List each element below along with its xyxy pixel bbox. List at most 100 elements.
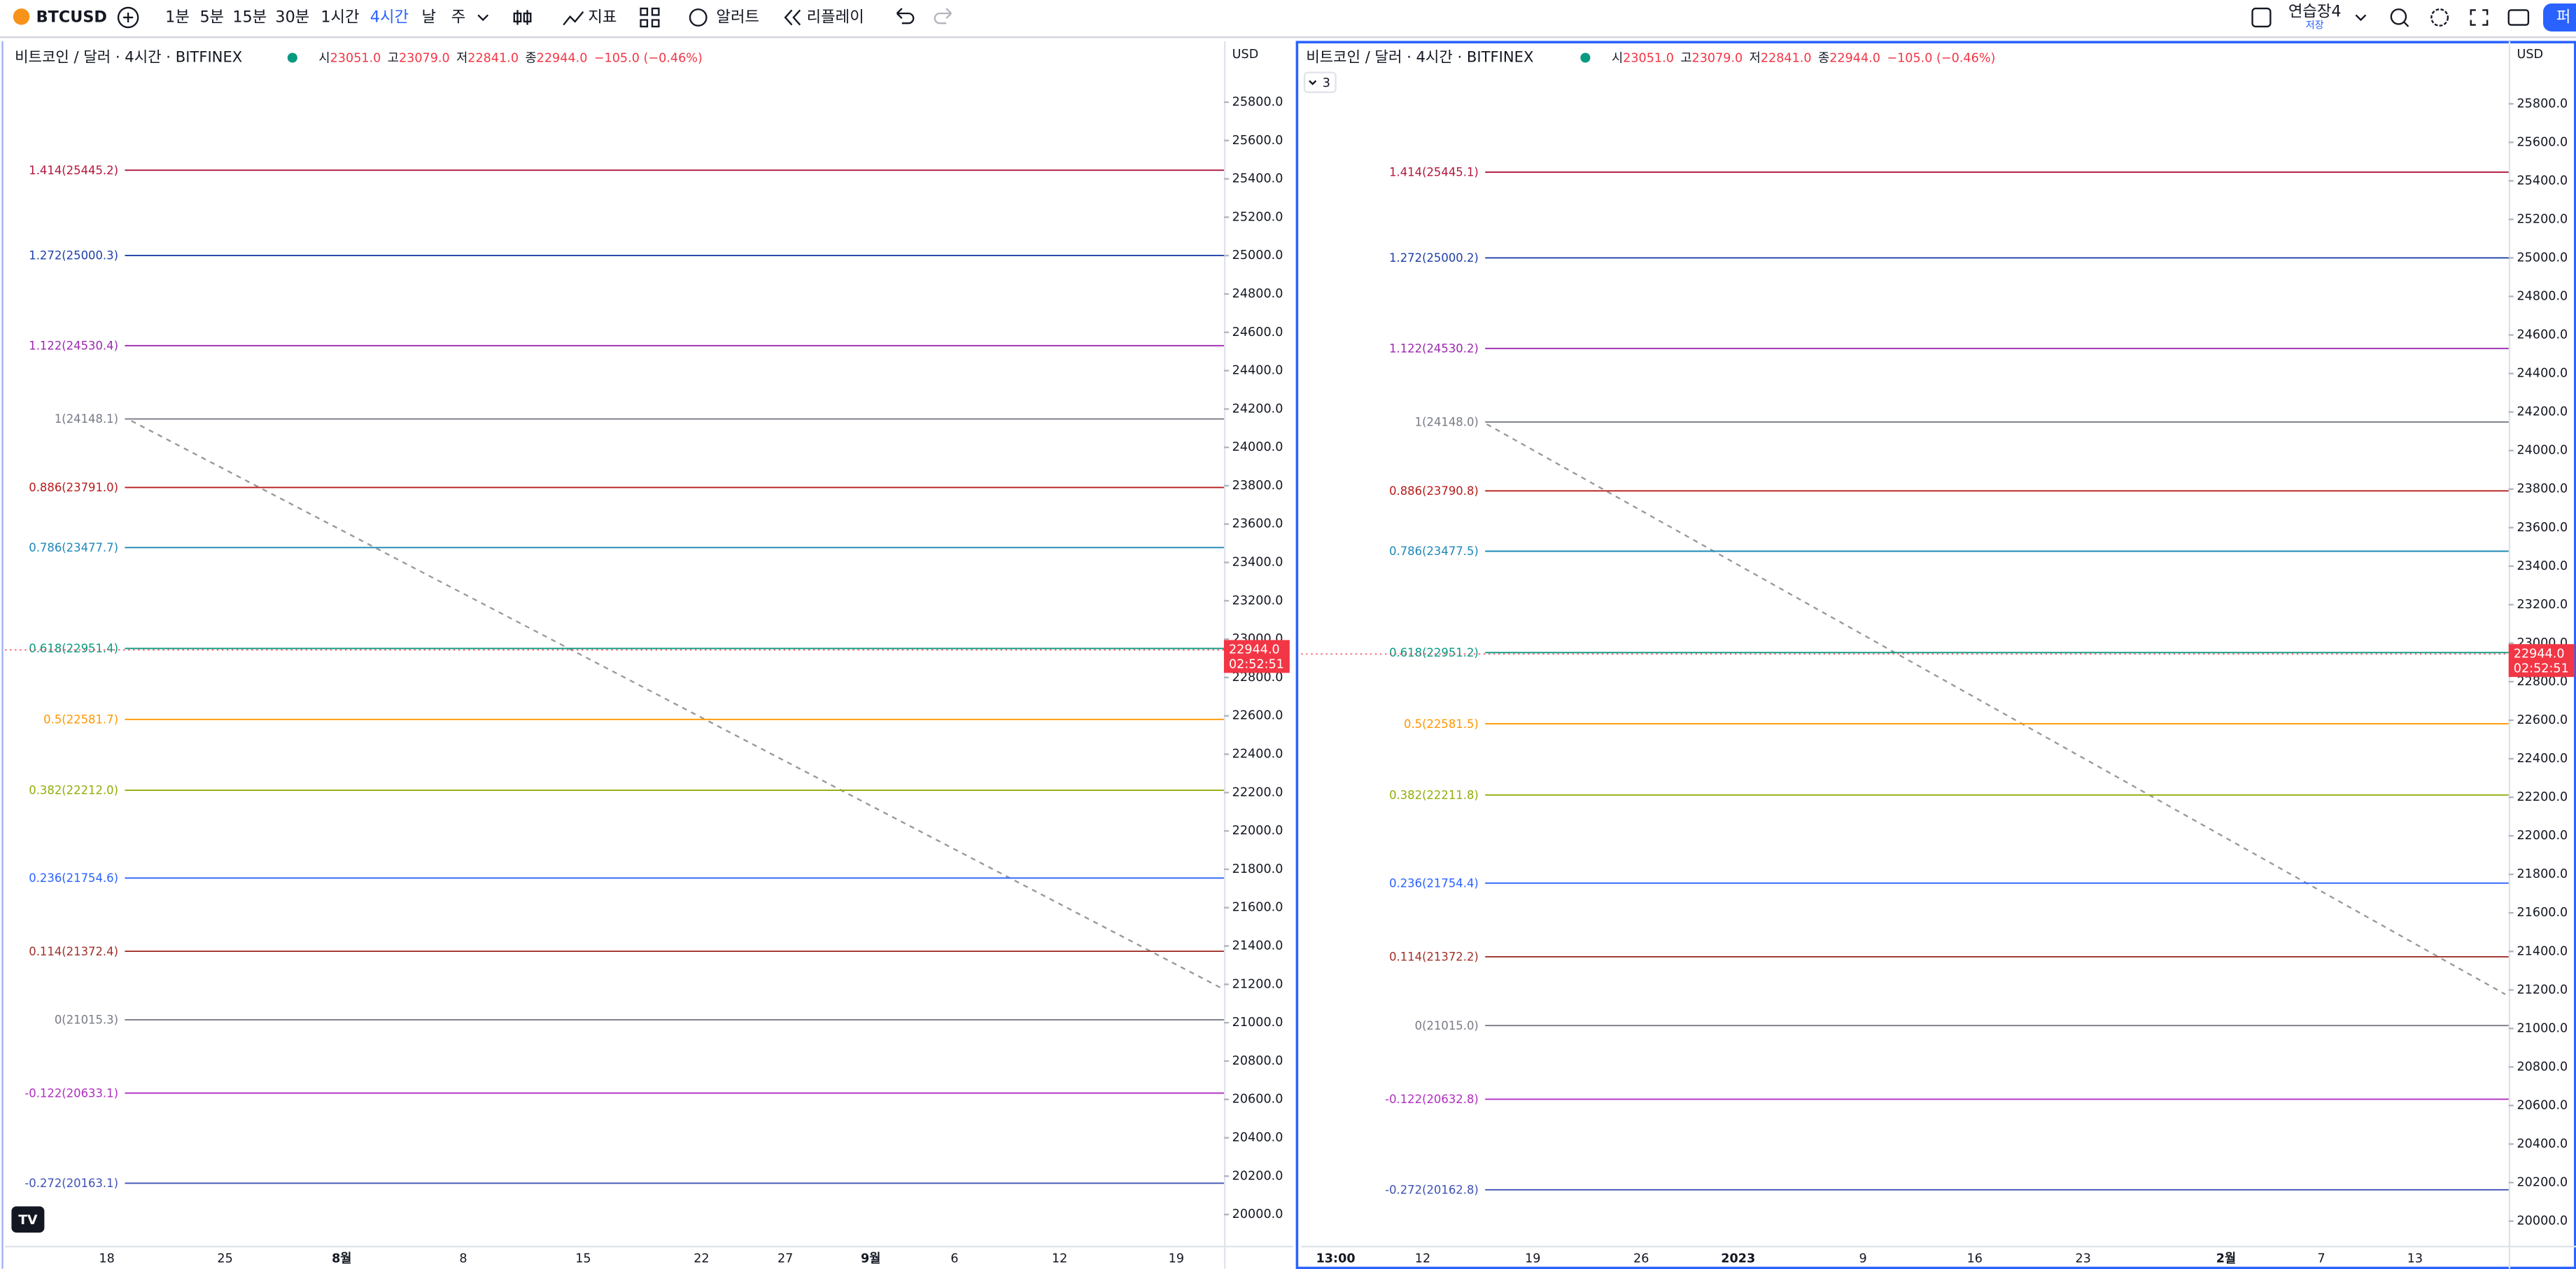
price-tick-label: 24400.0 (2517, 367, 2568, 381)
toolbar: BTCUSD 지표 알러트 리플레이 연습장4 저장 퍼 (13, 2, 2576, 31)
price-tick-label: 23400.0 (2517, 559, 2568, 573)
interval-button[interactable]: 1시간 (321, 8, 359, 26)
fib-label: -0.272(20163.1) (24, 1177, 118, 1190)
indicators-button[interactable]: 지표 (588, 8, 617, 26)
interval-button[interactable]: 5분 (199, 8, 224, 26)
svg-text:TV: TV (18, 1213, 38, 1228)
price-tick-label: 25800.0 (2517, 97, 2568, 111)
price-tick-label: 20000.0 (2517, 1214, 2568, 1228)
price-tick-label: 24800.0 (2517, 290, 2568, 304)
price-tick-label: 22600.0 (2517, 713, 2568, 727)
compare-button[interactable] (117, 6, 139, 29)
fib-label: 0.236(21754.6) (29, 871, 118, 885)
interval-button[interactable]: 주 (451, 8, 466, 26)
chart-title[interactable]: 비트코인 / 달러 · 4시간 · BITFINEX (1306, 48, 1533, 66)
price-tick-label: 25000.0 (1232, 248, 1283, 262)
price-tick-label: 25400.0 (1232, 172, 1283, 186)
currency-label[interactable]: USD (2517, 48, 2543, 62)
interval-button[interactable]: 1분 (165, 8, 190, 26)
time-tick-label: 12 (1052, 1252, 1067, 1266)
panel-toggle[interactable] (2251, 7, 2272, 28)
last-price-box (2508, 644, 2575, 678)
price-tick-label: 20200.0 (2517, 1176, 2568, 1190)
fib-label: 0.382(22211.8) (1389, 789, 1479, 802)
time-tick-label: 8월 (332, 1252, 351, 1266)
fib-label: 0.236(21754.4) (1389, 876, 1479, 890)
alert-button[interactable]: 알러트 (717, 8, 760, 26)
ohlc-key: 종 (525, 52, 536, 66)
price-tick-label: 21000.0 (2517, 1021, 2568, 1035)
layout-button[interactable] (640, 7, 660, 28)
time-tick-label: 13:00 (1316, 1252, 1356, 1266)
price-tick-label: 22400.0 (1232, 748, 1283, 762)
interval-dropdown[interactable] (477, 14, 489, 22)
fib-label: 0.114(21372.4) (29, 945, 118, 958)
fib-label: 0.886(23790.8) (1389, 484, 1479, 498)
price-tick-label: 20400.0 (2517, 1137, 2568, 1151)
interval-button[interactable]: 4시간 (370, 8, 409, 26)
interval-button[interactable]: 30분 (275, 8, 309, 26)
fib-label: 0.786(23477.5) (1389, 545, 1479, 558)
fib-label: 1(24148.1) (55, 412, 118, 426)
ohlc-legend: 시23051.0 고23079.0 저22841.0 종22944.0 −105.0 (… (1612, 52, 1995, 66)
chart-title[interactable]: 비트코인 / 달러 · 4시간 · BITFINEX (15, 48, 242, 66)
layout-name[interactable]: 연습장4 (2288, 2, 2342, 20)
price-tick-label: 23400.0 (1232, 556, 1283, 570)
search-button[interactable] (2390, 8, 2407, 25)
price-tick-label: 22200.0 (1232, 785, 1283, 799)
fullscreen-button[interactable] (2470, 9, 2489, 26)
time-tick-label: 8 (459, 1252, 467, 1266)
redo-button[interactable] (934, 8, 952, 24)
replay-button[interactable]: 리플레이 (807, 8, 864, 26)
chart-type-button[interactable] (513, 10, 532, 25)
ohlc-value: 22841.0 (1761, 52, 1812, 66)
price-tick-label: 24000.0 (1232, 440, 1283, 454)
time-tick-label: 7 (2318, 1252, 2325, 1266)
publish-button[interactable] (2543, 3, 2576, 31)
layout-dropdown[interactable] (2355, 14, 2367, 22)
price-tick-label: 25600.0 (1232, 134, 1283, 148)
price-tick-label: 22600.0 (1232, 709, 1283, 723)
price-tick-label: 22000.0 (2517, 829, 2568, 843)
interval-button[interactable]: 15분 (232, 8, 267, 26)
save-label[interactable]: 저장 (2306, 20, 2324, 31)
snapshot-button[interactable] (2507, 9, 2530, 26)
price-tick-label: 21400.0 (2517, 944, 2568, 958)
time-tick-label: 22 (694, 1252, 709, 1266)
badge-count: 3 (1323, 76, 1330, 90)
undo-button[interactable] (896, 8, 915, 24)
fib-label: 0.618(22951.4) (29, 642, 118, 655)
time-tick-label: 6 (950, 1252, 958, 1266)
ohlc-key: 고 (1680, 52, 1691, 66)
price-tick-label: 25800.0 (1232, 95, 1283, 109)
price-tick-label: 25000.0 (2517, 251, 2568, 265)
fib-label: -0.272(20162.8) (1385, 1183, 1479, 1196)
symbol[interactable]: BTCUSD (36, 8, 107, 26)
fib-label: 1.122(24530.4) (29, 339, 118, 353)
settings-button[interactable] (2430, 8, 2449, 27)
collapse-badge[interactable] (1303, 71, 1337, 93)
currency-label[interactable]: USD (1232, 48, 1259, 62)
time-tick-label: 2월 (2216, 1252, 2236, 1266)
fib-label: 0(21015.0) (1415, 1019, 1479, 1032)
fib-label: 0.114(21372.2) (1389, 951, 1479, 964)
ohlc-value: 22944.0 (1829, 52, 1880, 66)
publish-label: 퍼 (2556, 8, 2571, 26)
ohlc-key: 종 (1818, 52, 1829, 66)
time-tick-label: 9 (1859, 1252, 1867, 1266)
time-tick-label: 9월 (861, 1252, 880, 1266)
last-price-label: 22944.0 (2514, 647, 2565, 661)
price-tick-label: 25200.0 (1232, 210, 1283, 224)
chevron-icon (1309, 80, 1317, 85)
interval-button[interactable]: 날 (421, 8, 436, 26)
countdown-label: 02:52:51 (2514, 661, 2569, 675)
alert-icon (689, 8, 708, 27)
price-tick-label: 24600.0 (2517, 328, 2568, 342)
price-tick-label: 22800.0 (2517, 675, 2568, 689)
fib-label: 0.886(23791.0) (29, 481, 118, 494)
time-tick-label: 15 (575, 1252, 591, 1266)
price-tick-label: 21200.0 (2517, 983, 2568, 997)
ohlc-value: 23079.0 (1692, 52, 1743, 66)
